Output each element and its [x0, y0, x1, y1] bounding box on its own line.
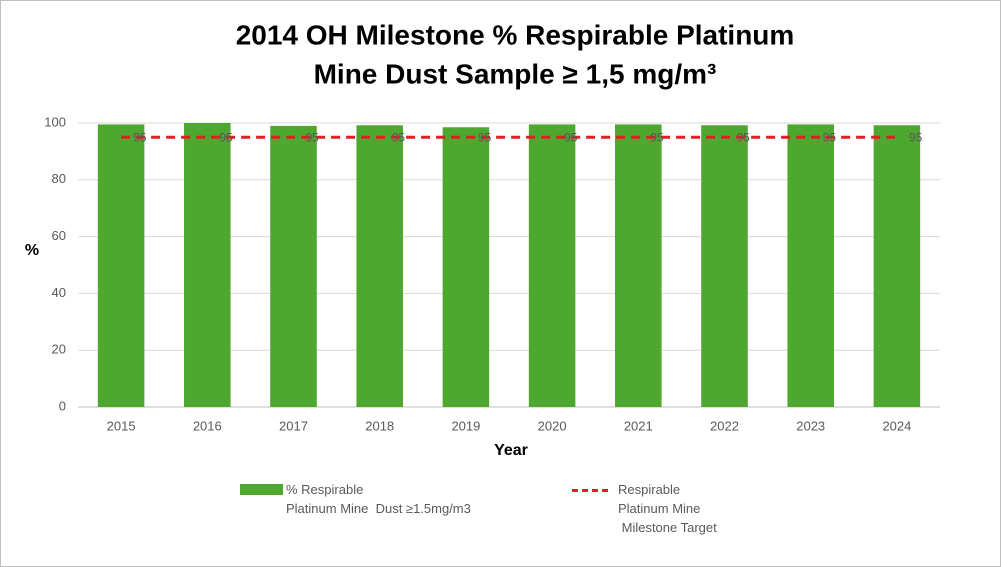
- data-label: 95: [219, 130, 233, 144]
- bar: [442, 127, 490, 407]
- data-label: 95: [823, 130, 837, 144]
- data-label: 95: [737, 130, 751, 144]
- bar: [184, 123, 231, 407]
- x-tick-label: 2022: [710, 418, 739, 433]
- bar: [528, 124, 576, 408]
- bar: [873, 125, 921, 407]
- x-tick-label: 2015: [107, 418, 136, 433]
- data-label: 95: [478, 130, 492, 144]
- chart-title: 2014 OH Milestone % Respirable Platinum: [236, 19, 795, 50]
- x-tick-label: 2023: [796, 418, 825, 433]
- data-label: 95: [306, 130, 320, 144]
- bar: [97, 124, 145, 408]
- x-tick-label: 2024: [882, 418, 911, 433]
- bar: [615, 124, 662, 408]
- x-tick-label: 2021: [624, 418, 653, 433]
- x-tick-label: 2019: [451, 418, 480, 433]
- x-tick-label: 2020: [538, 418, 567, 433]
- data-label: 95: [133, 130, 147, 144]
- data-label: 95: [392, 130, 406, 144]
- y-tick-label: 60: [52, 228, 66, 243]
- legend-swatch: [240, 484, 283, 495]
- x-axis-title: Year: [494, 442, 528, 459]
- x-tick-label: 2018: [365, 418, 394, 433]
- bar: [787, 124, 834, 408]
- legend-swatch: [572, 489, 608, 492]
- data-label: 95: [650, 130, 664, 144]
- x-tick-label: 2016: [193, 418, 222, 433]
- y-tick-label: 0: [59, 398, 66, 413]
- y-tick-label: 20: [52, 342, 66, 357]
- legend-label: Respirable Platinum Mine Milestone Targe…: [618, 482, 717, 535]
- bar: [270, 125, 317, 407]
- x-tick-label: 2017: [279, 418, 308, 433]
- y-tick-label: 80: [52, 171, 66, 186]
- y-tick-label: 100: [44, 114, 66, 129]
- data-label: 95: [564, 130, 578, 144]
- y-tick-label: 40: [52, 285, 66, 300]
- bar: [356, 125, 403, 407]
- y-axis-title: %: [25, 242, 39, 259]
- data-label: 95: [909, 130, 923, 144]
- legend-label: % Respirable Platinum Mine Dust ≥1.5mg/m…: [286, 482, 471, 516]
- chart-title: Mine Dust Sample ≥ 1,5 mg/m³: [314, 58, 717, 89]
- bar: [701, 125, 748, 407]
